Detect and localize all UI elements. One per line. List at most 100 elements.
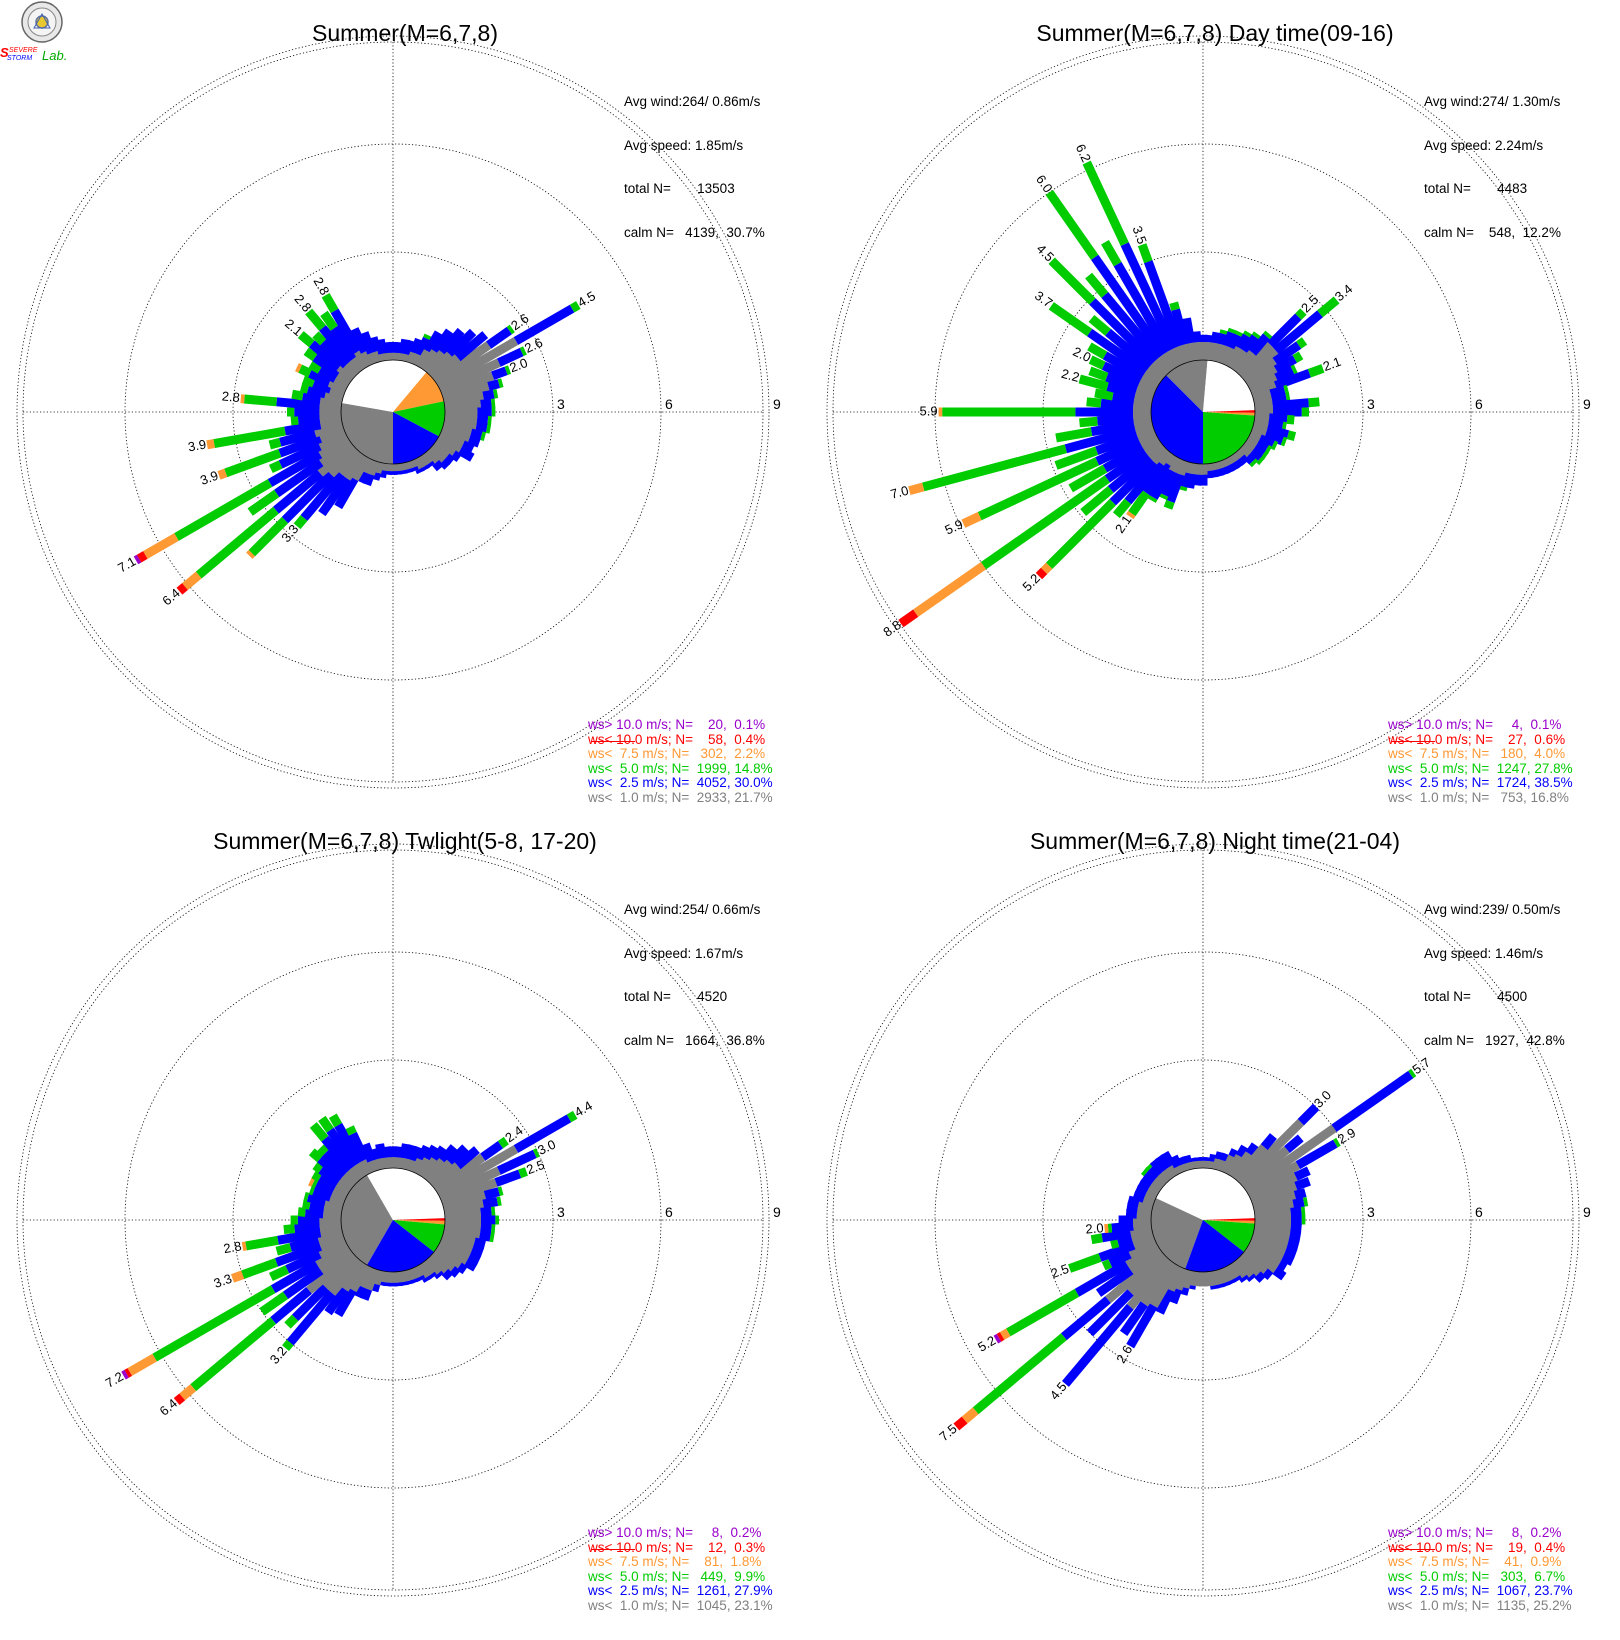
bar-segment [491,407,496,417]
bar-segment [961,512,982,528]
bar-segment [416,1144,432,1162]
bar-segment [306,1249,357,1294]
calm-pie-slice [367,1220,434,1272]
range-ring [16,35,770,789]
bar-segment [1258,434,1275,449]
windrose-chart: 3 6 93.42.52.12.15.28.85.97.05.92.22.03.74… [826,35,1591,789]
bar-label: 3.9 [198,468,220,488]
bar-segment [1250,1233,1288,1255]
legend-entry: ws< 7.5 m/s; N= 41, 0.9% [1388,1554,1562,1569]
bar-segment [513,304,575,345]
direction-bar [1232,330,1273,376]
bar-segment [1296,337,1308,349]
direction-bar [1109,1229,1154,1249]
bar-segment [1068,1253,1102,1273]
bar-segment [305,308,326,331]
bar-label: 2.0 [1085,1220,1104,1237]
bar-segment [440,1233,474,1254]
bar-segment [308,1148,323,1163]
bar-label: 2.6 [522,335,545,356]
bar-segment [295,363,303,373]
bar-segment [1286,430,1297,441]
legend: ws> 10.0 m/s; N= 8, 0.2% ws< 10.0 m/s; N=… [588,1525,773,1613]
direction-bar [445,1215,499,1225]
bar-segment [336,370,353,386]
bar-segment [1080,485,1114,516]
bar-segment [1253,1224,1291,1240]
direction-bar [1112,448,1174,519]
bar-segment [1294,1177,1311,1191]
bar-segment [1088,314,1111,336]
bar-segment [441,1268,454,1281]
bar-segment [1236,1253,1261,1278]
bar-segment [489,1232,495,1243]
avg-speed-text: Avg speed: 1.67m/s [624,945,744,961]
bar-segment [519,346,527,357]
direction-bar [435,301,581,390]
bar-segment [1232,349,1257,376]
direction-bar [246,445,360,559]
bar-segment [1095,1266,1134,1297]
bar-segment [1301,1206,1306,1216]
avg-speed-text: Avg speed: 1.85m/s [624,137,744,153]
bar-segment [297,413,321,425]
bar-segment [206,439,215,450]
radial-tick-label: 6 [1475,396,1483,412]
direction-bar [1048,257,1170,379]
bar-segment [248,516,289,557]
calm-circle [1150,359,1256,465]
direction-bar [1087,342,1161,390]
outer-ring [22,41,764,783]
bar-segment [1283,384,1290,395]
bar-segment [1165,454,1181,472]
bar-segment [294,1221,321,1234]
bar-segment [317,1173,338,1191]
bar-segment [1097,413,1134,426]
direction-bar [1086,1253,1170,1337]
bar-segment [422,1157,447,1184]
legend: ws> 10.0 m/s; N= 8, 0.2% ws< 10.0 m/s; N=… [1388,1525,1573,1613]
bar-segment [1064,425,1137,454]
bar-segment [1222,331,1237,348]
bar-segment [309,1122,329,1142]
bar-segment [320,310,338,331]
bar-segment [1109,1238,1120,1249]
bar-segment [284,1314,299,1329]
legend-entry: ws< 1.0 m/s; N= 753, 16.8% [1388,789,1569,805]
direction-bar [282,1256,364,1351]
bar-segment [281,471,334,524]
bar-segment [317,1155,346,1181]
bar-segment [457,446,475,462]
bar-segment [1225,346,1244,370]
bar-segment [1104,448,1149,483]
bar-segment [1254,1271,1266,1283]
bar-segment [342,1169,360,1187]
bar-segment [429,441,450,461]
bar-segment [443,1224,481,1240]
bar-segment [1303,1197,1309,1207]
bar-segment [1061,1303,1134,1387]
legend-strike-line [591,1548,635,1550]
bar-segment [999,1328,1011,1340]
bar-segment [504,365,512,376]
bar-segment [1105,372,1139,393]
bar-segment [350,327,370,354]
direction-bar [1048,302,1163,386]
radial-tick-label: 3 [557,1204,565,1220]
bar-segment [1074,1260,1130,1297]
bar-segment [439,327,465,356]
direction-bar [302,375,346,399]
bar-segment [1109,458,1157,506]
bar-segment [179,1384,197,1401]
bar-segment [308,360,323,374]
direction-bar [1155,1265,1186,1315]
bar-label: 3.9 [187,437,207,455]
bar-segment [1112,498,1132,519]
bar-segment [289,1235,320,1252]
direction-bar [317,1144,360,1187]
legend-entry: ws< 2.5 m/s; N= 1724, 38.5% [1388,775,1573,790]
bar-segment [259,1291,289,1316]
bar-segment [431,328,454,355]
bar-segment [480,1141,504,1161]
avg-wind-text: Avg wind:254/ 0.66m/s [624,902,761,917]
